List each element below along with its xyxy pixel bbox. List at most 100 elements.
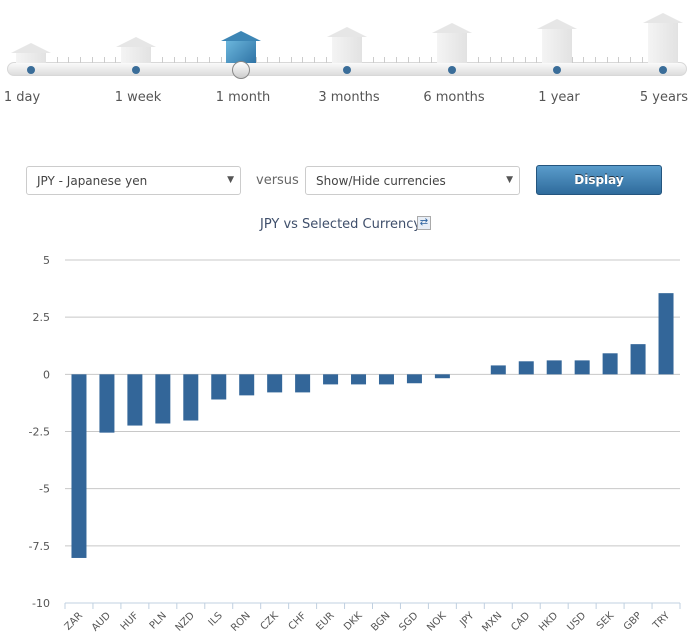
x-tick-label: HUF <box>119 610 142 633</box>
slider-handle[interactable] <box>232 61 250 79</box>
bar-nzd <box>183 374 199 421</box>
x-tick-label: MXN <box>480 610 504 634</box>
slider-stop[interactable] <box>659 66 667 74</box>
slider-tick <box>630 57 631 63</box>
slider-tick <box>536 57 538 63</box>
slider-tick <box>208 57 210 63</box>
period-label[interactable]: 6 months <box>423 90 485 105</box>
x-tick-label: HKD <box>537 610 560 633</box>
bar-dkk <box>351 374 367 385</box>
slider-tick <box>419 57 421 63</box>
slider-tick <box>91 57 93 63</box>
bar-ils <box>211 374 227 400</box>
slider-stop[interactable] <box>27 66 35 74</box>
slider-tick <box>279 57 280 63</box>
slider-stop[interactable] <box>553 66 561 74</box>
slider-tick <box>56 57 58 63</box>
compare-currencies-select[interactable]: Show/Hide currencies ▼ <box>305 166 520 195</box>
slider-tick <box>513 57 514 63</box>
period-bar-0[interactable] <box>11 43 51 63</box>
slider-stop[interactable] <box>132 66 140 74</box>
bar-try <box>658 293 674 375</box>
y-tick-label: -5 <box>39 483 50 496</box>
bar-nok <box>434 374 450 379</box>
bar-gbp <box>630 344 646 375</box>
bar-ron <box>239 374 255 396</box>
y-tick-label: 0 <box>43 368 50 381</box>
slider-tick <box>489 57 491 63</box>
bar-sek <box>602 353 618 375</box>
swap-icon[interactable]: ⇄ <box>417 216 431 230</box>
bar-huf <box>127 374 143 426</box>
slider-stop[interactable] <box>343 66 351 74</box>
slider-tick <box>220 57 222 63</box>
period-bar-1[interactable] <box>116 37 156 63</box>
x-tick-label: CAD <box>509 610 532 633</box>
x-tick-label: CHF <box>287 610 309 632</box>
y-tick-label: -10 <box>32 597 50 610</box>
x-tick-label: SEK <box>595 610 617 632</box>
bar-bgn <box>378 374 394 385</box>
period-bar-5[interactable] <box>537 19 577 63</box>
bar-hkd <box>546 360 562 375</box>
x-tick-label: SGD <box>397 610 420 633</box>
x-tick-label: DKK <box>342 610 365 633</box>
period-label[interactable]: 1 week <box>114 90 162 105</box>
slider-stop[interactable] <box>448 66 456 74</box>
y-tick-label: 2.5 <box>33 311 51 324</box>
bar-zar <box>71 374 87 558</box>
slider-tick <box>255 57 257 63</box>
slider-tick <box>173 57 175 63</box>
period-label[interactable]: 1 year <box>538 90 580 105</box>
x-tick-label: GBP <box>622 610 644 632</box>
slider-tick <box>68 57 70 63</box>
y-tick-label: -7.5 <box>29 540 50 553</box>
bar-cad <box>518 361 534 375</box>
slider-tick <box>641 57 643 63</box>
chevron-down-icon: ▼ <box>227 175 234 185</box>
slider-tick <box>384 57 386 63</box>
base-currency-select[interactable]: JPY - Japanese yen ▼ <box>26 166 241 195</box>
x-tick-label: RON <box>229 610 253 634</box>
period-bar-3[interactable] <box>327 27 367 63</box>
x-tick-label: PLN <box>148 610 169 631</box>
slider-tick <box>501 57 503 63</box>
x-tick-label: JPY <box>457 610 477 630</box>
period-label[interactable]: 1 day <box>3 90 41 105</box>
period-bar-6[interactable] <box>643 13 683 63</box>
chevron-down-icon: ▼ <box>506 175 513 185</box>
slider-tick <box>407 57 409 63</box>
slider-tick <box>606 57 608 63</box>
display-button[interactable]: Display <box>536 165 662 195</box>
slider-tick <box>325 57 327 63</box>
period-label[interactable]: 5 years <box>639 90 689 105</box>
period-bar-4[interactable] <box>432 23 472 63</box>
x-tick-label: TRY <box>651 610 673 632</box>
slider-tick <box>197 57 199 63</box>
slider-tick <box>594 57 596 63</box>
period-label[interactable]: 1 month <box>215 90 271 105</box>
slider-tick <box>185 57 187 63</box>
period-bar-2[interactable] <box>221 31 261 63</box>
slider-tick <box>162 57 163 63</box>
x-tick-label: AUD <box>90 610 113 633</box>
slider-tick <box>115 57 117 63</box>
slider-tick <box>571 57 573 63</box>
period-label[interactable]: 3 months <box>318 90 380 105</box>
x-tick-label: EUR <box>314 610 336 632</box>
versus-label: versus <box>256 173 299 188</box>
slider-tick <box>372 57 374 63</box>
x-tick-label: CZK <box>259 610 282 633</box>
compare-currencies-value: Show/Hide currencies <box>316 174 446 188</box>
bar-sgd <box>406 374 422 384</box>
bar-mxn <box>490 365 506 375</box>
bar-eur <box>323 374 339 385</box>
bar-pln <box>155 374 171 424</box>
base-currency-value: JPY - Japanese yen <box>37 174 148 188</box>
chart-title: JPY vs Selected Currency <box>260 217 422 232</box>
x-tick-label: ILS <box>207 610 225 628</box>
y-tick-label: -2.5 <box>29 426 50 439</box>
slider-tick <box>618 57 620 63</box>
slider-tick <box>583 57 585 63</box>
slider-tick <box>80 57 82 63</box>
